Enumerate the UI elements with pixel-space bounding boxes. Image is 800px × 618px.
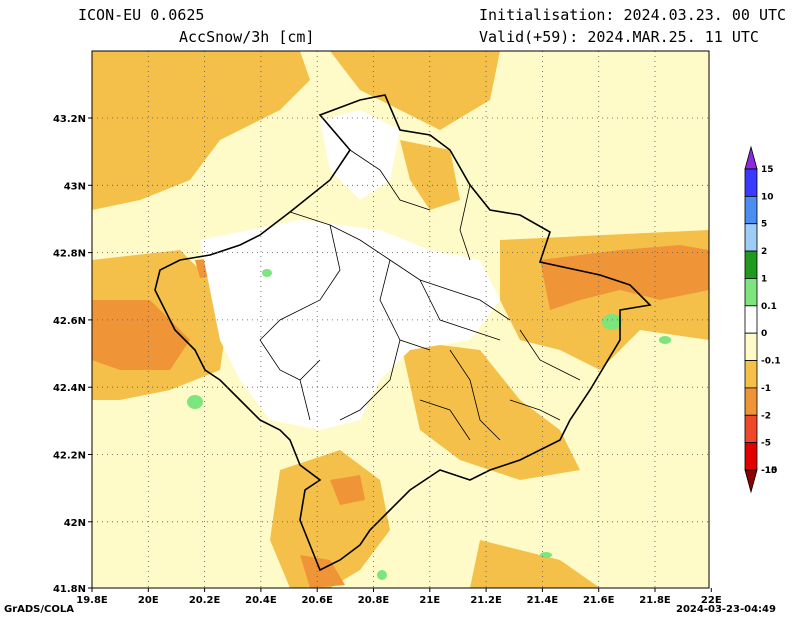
colorbar-swatch bbox=[744, 168, 758, 197]
colorbar-swatch bbox=[744, 469, 758, 494]
colorbar-swatch bbox=[744, 145, 758, 170]
colorbar-swatch bbox=[744, 278, 758, 307]
lat-tick-label: 42.8N bbox=[53, 249, 86, 260]
colorbar-label: 0 bbox=[761, 329, 767, 339]
colorbar-swatch bbox=[744, 250, 758, 279]
region-borders bbox=[154, 94, 652, 572]
colorbar-swatch bbox=[744, 442, 758, 471]
colorbar-swatch bbox=[744, 414, 758, 444]
colorbar-label: 0.1 bbox=[761, 302, 777, 312]
colorbar-label: 2 bbox=[761, 247, 767, 257]
lon-tick-label: 21.2E bbox=[470, 595, 502, 606]
latitude-ticks: 43.2N 43N 42.8N 42.6N 42.4N 42.2N 42N 41.8N bbox=[53, 114, 92, 595]
colorbar-label: -10 bbox=[761, 466, 777, 476]
footer-timestamp: 2024-03-23-04:49 bbox=[676, 604, 776, 615]
colorbar-swatch bbox=[744, 387, 758, 416]
lon-tick-label: 20E bbox=[138, 595, 159, 606]
variable-title: AccSnow/3h [cm] bbox=[179, 28, 315, 46]
lon-tick-label: 21.4E bbox=[527, 595, 559, 606]
lon-tick-label: 20.2E bbox=[189, 595, 221, 606]
init-time: Initialisation: 2024.03.23. 00 UTC bbox=[479, 6, 787, 24]
lon-tick-label: 21.8E bbox=[639, 595, 671, 606]
lat-tick-label: 43.2N bbox=[53, 114, 86, 125]
colorbar-label: -2 bbox=[761, 411, 771, 421]
lat-tick-label: 42N bbox=[64, 518, 86, 529]
colorbar-label: -5 bbox=[761, 439, 771, 449]
lon-tick-label: 19.8E bbox=[76, 595, 108, 606]
lon-tick-label: 20.4E bbox=[245, 595, 277, 606]
lat-tick-label: 42.6N bbox=[53, 316, 86, 327]
colorbar-label: 1 bbox=[761, 274, 767, 284]
colorbar-label: -0.1 bbox=[761, 357, 781, 367]
lon-tick-label: 20.8E bbox=[358, 595, 390, 606]
colorbar-label: 5 bbox=[761, 220, 767, 230]
colorbar-label: -1 bbox=[761, 384, 771, 394]
longitude-ticks: 19.8E 20E 20.2E 20.4E 20.6E 20.8E 21E 21.2E 21.4… bbox=[76, 588, 722, 606]
precip-field bbox=[92, 51, 709, 588]
footer-software: GrADS/COLA bbox=[4, 604, 74, 615]
colorbar-label: 10 bbox=[761, 192, 774, 202]
colorbar-swatch bbox=[744, 332, 758, 361]
colorbar-swatch bbox=[744, 195, 758, 225]
colorbar-label: 15 bbox=[761, 165, 774, 175]
colorbar-swatch bbox=[744, 305, 758, 334]
lat-tick-label: 42.2N bbox=[53, 451, 86, 462]
model-title: ICON-EU 0.0625 bbox=[78, 6, 205, 24]
lon-tick-label: 20.6E bbox=[301, 595, 333, 606]
lat-tick-label: 42.4N bbox=[53, 383, 86, 394]
lon-tick-label: 21.6E bbox=[583, 595, 615, 606]
colorbar: 15 10 5 2 1 0.1 0 -0.1 -1 -2 -5 -10-15 bbox=[744, 145, 781, 494]
lon-tick-label: 22E bbox=[701, 595, 722, 606]
colorbar-swatch bbox=[744, 360, 758, 389]
valid-time: Valid(+59): 2024.MAR.25. 11 UTC bbox=[479, 28, 759, 46]
colorbar-swatch bbox=[744, 223, 758, 252]
lat-tick-label: 41.8N bbox=[53, 584, 86, 595]
lon-tick-label: 21E bbox=[419, 595, 440, 606]
colorbar-label: -15 bbox=[761, 466, 777, 476]
lat-tick-label: 43N bbox=[64, 181, 86, 192]
